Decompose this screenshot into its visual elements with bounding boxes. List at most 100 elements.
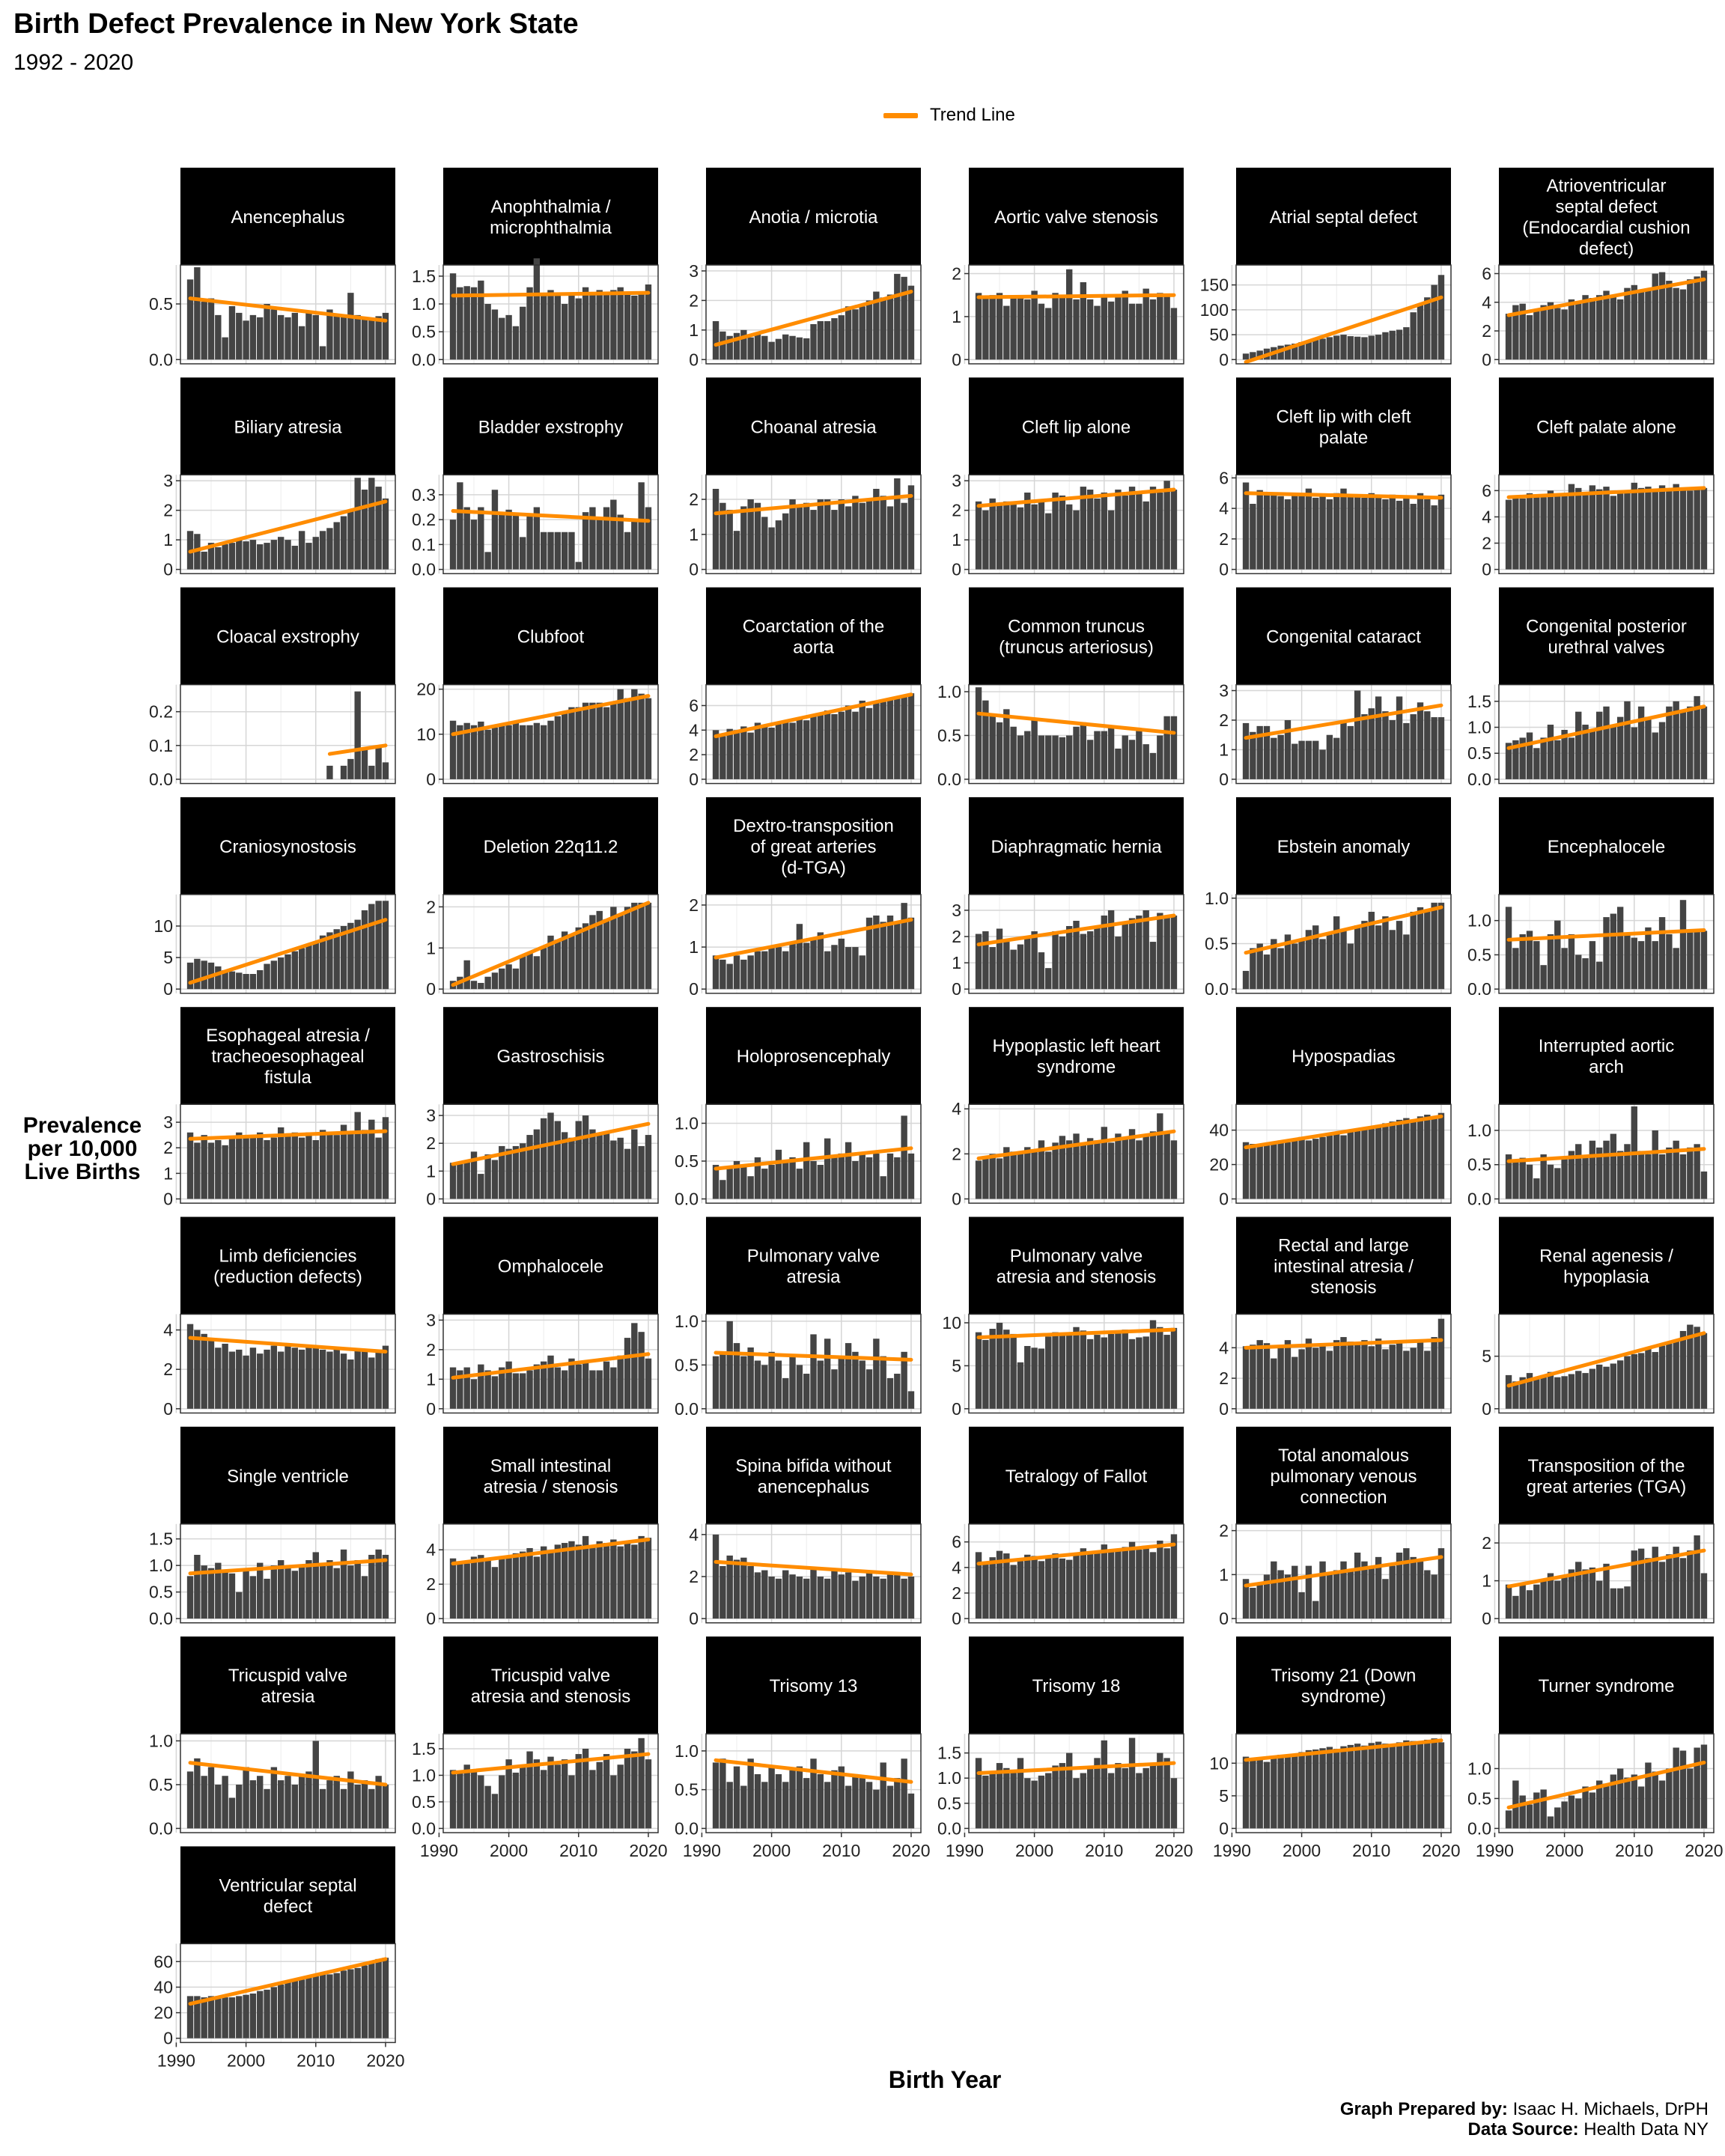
bar	[610, 1140, 617, 1199]
bar	[1326, 934, 1333, 990]
bar	[1637, 1548, 1645, 1619]
bar	[1059, 737, 1066, 779]
bar	[361, 1351, 368, 1409]
y-tick-label: 1	[689, 937, 699, 957]
bar	[894, 1374, 901, 1409]
trend-line	[1244, 1338, 1443, 1350]
bar	[1616, 1768, 1624, 1829]
x-tick-label: 2020	[1422, 1841, 1460, 1860]
y-tick-label: 0	[689, 979, 699, 999]
bar	[1256, 1340, 1263, 1409]
bar	[838, 711, 845, 779]
bar	[975, 501, 982, 570]
bar	[361, 749, 368, 779]
bar	[1589, 941, 1596, 990]
x-tick-label: 2020	[1685, 1841, 1723, 1860]
bar	[1101, 915, 1107, 990]
bar	[207, 1142, 215, 1199]
facet-title: arch	[1589, 1057, 1624, 1077]
bar	[354, 478, 361, 570]
bar	[1157, 1752, 1163, 1829]
bar	[1603, 706, 1610, 779]
bar	[831, 510, 838, 570]
bar	[1038, 1561, 1045, 1619]
panel-border	[442, 683, 659, 785]
bar	[1637, 290, 1645, 360]
bar	[382, 1345, 389, 1409]
y-tick-label: 0	[689, 560, 699, 579]
bar	[1533, 309, 1540, 360]
bar	[989, 1557, 996, 1619]
y-tick-label: 4	[689, 720, 699, 740]
bar	[1038, 1140, 1045, 1199]
bar	[719, 331, 726, 360]
bar	[491, 490, 499, 570]
facet-title: connection	[1300, 1487, 1387, 1508]
bar	[1396, 1343, 1403, 1409]
bar	[589, 915, 596, 990]
bar	[1417, 702, 1424, 779]
bar	[719, 959, 726, 990]
bar	[638, 902, 645, 990]
bar	[631, 1544, 638, 1619]
bar	[1107, 1552, 1115, 1619]
bar	[1263, 725, 1271, 779]
bar	[1624, 287, 1631, 360]
bar	[1277, 1570, 1284, 1619]
bar	[1122, 495, 1128, 570]
bar	[831, 1369, 838, 1409]
bar	[1512, 1595, 1519, 1619]
bar	[1250, 1587, 1256, 1619]
bar	[291, 1784, 299, 1829]
bar	[1101, 295, 1107, 360]
bar	[865, 917, 873, 990]
bar	[989, 947, 996, 990]
bar	[361, 1576, 368, 1619]
bar	[243, 1355, 249, 1409]
bar	[1519, 303, 1526, 360]
bar	[1361, 1745, 1368, 1829]
bar	[747, 1176, 754, 1199]
bar	[789, 1356, 796, 1409]
trend-line	[1506, 1331, 1706, 1388]
y-tick-label: 0.5	[149, 1583, 173, 1602]
bar	[975, 934, 982, 990]
bar	[526, 725, 533, 779]
facet-title: Single ventricle	[227, 1467, 349, 1487]
y-tick-label: 0	[1219, 1399, 1229, 1419]
legend: Trend Line	[883, 100, 1015, 130]
y-tick-label: 0.5	[937, 725, 961, 745]
bar	[831, 945, 838, 990]
bar	[1610, 913, 1617, 990]
bar	[533, 507, 541, 570]
bar	[463, 1367, 470, 1409]
bar	[1038, 303, 1045, 360]
bar	[368, 1554, 375, 1619]
bar	[617, 514, 624, 570]
bar	[1094, 1335, 1101, 1409]
bar	[1410, 1119, 1417, 1199]
bar	[1645, 487, 1652, 570]
y-tick-label: 1.0	[412, 294, 436, 314]
y-tick-label: 1.5	[1467, 692, 1491, 711]
facet-title: Trisomy 21 (Down	[1271, 1666, 1417, 1686]
bar	[1616, 1360, 1624, 1409]
bar	[1031, 290, 1038, 360]
y-tick-label: 1.0	[1467, 718, 1491, 737]
y-tick-label: 10	[416, 725, 436, 744]
y-tick-label: 0.1	[149, 736, 173, 755]
panel-border	[180, 264, 396, 365]
panel-border	[1235, 264, 1452, 365]
bar	[1263, 1343, 1271, 1409]
bar	[298, 1776, 305, 1829]
bar	[1024, 492, 1031, 570]
bar	[747, 1347, 754, 1409]
bar	[1052, 931, 1059, 990]
bar	[589, 293, 596, 360]
bar	[1610, 1774, 1617, 1829]
